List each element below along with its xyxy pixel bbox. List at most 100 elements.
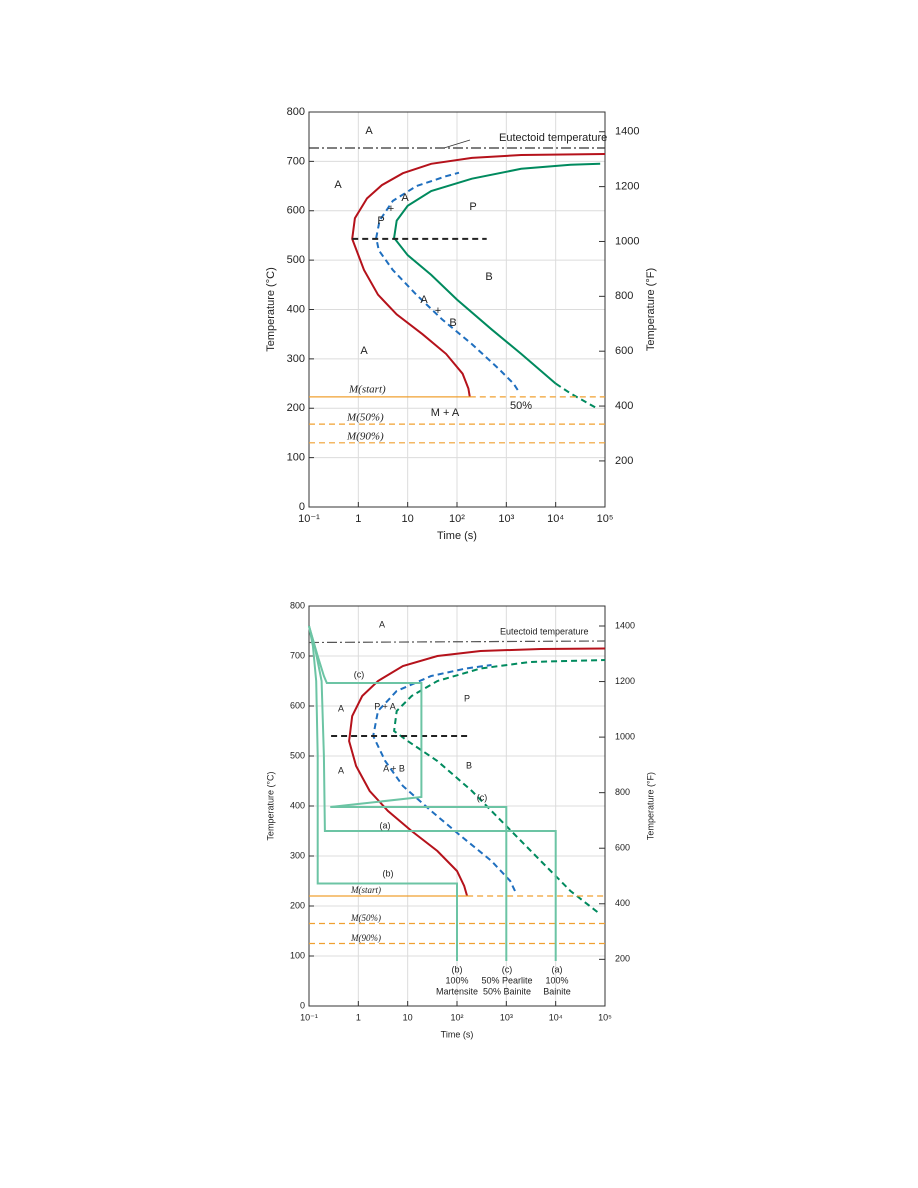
annotation: M(90%): [350, 933, 381, 943]
x-tick-label: 10⁻¹: [298, 513, 320, 525]
plot-frame: [308, 111, 606, 508]
annotation: P: [469, 201, 476, 213]
y-tick-label: 400: [287, 303, 305, 315]
curve: [308, 625, 508, 961]
x-axis-label: Time (s): [441, 1029, 474, 1039]
x-tick-label: 10⁴: [549, 1012, 563, 1022]
y2-tick-label: 600: [615, 843, 630, 853]
annotation: P: [464, 693, 470, 703]
y-tick-label: 700: [287, 155, 305, 167]
annotation: 100%: [445, 975, 468, 985]
annotation: 50%: [510, 400, 532, 412]
annotation: Eutectoid temperature: [500, 626, 589, 636]
annotation: B: [466, 760, 472, 770]
y2-tick-label: 1200: [615, 676, 635, 686]
x-tick-label: 10⁴: [547, 513, 564, 525]
y-tick-label: 300: [290, 850, 305, 860]
annotation-arrow: [443, 139, 471, 149]
y-tick-label: 300: [287, 353, 305, 365]
annotation: M(50%): [350, 913, 381, 923]
y2-tick-label: 200: [615, 954, 630, 964]
y-tick-label: 800: [290, 600, 305, 610]
y2-tick-label: 1200: [615, 181, 639, 193]
annotation: A: [365, 125, 373, 137]
annotation: (c): [354, 669, 365, 679]
chart-2: 10⁻¹ 1 10 10² 10³ 10⁴ 10⁵ 0 100 200 300 400 500 600 70…: [265, 600, 655, 1039]
annotation: M(start): [348, 384, 386, 396]
annotation: A: [338, 703, 344, 713]
curve: [555, 382, 596, 409]
annotation: (a): [552, 964, 563, 974]
y2-tick-label: 1400: [615, 620, 635, 630]
chart-1: 10⁻¹ 1 10 10² 10³ 10⁴ 10⁵ 0 100 200 300 400 500 600 70…: [265, 106, 657, 542]
curve: [372, 664, 516, 892]
y2-tick-label: 1000: [615, 235, 639, 247]
y2-tick-label: 800: [615, 290, 633, 302]
curve: [308, 625, 458, 961]
x-tick-label: 10⁵: [598, 1012, 612, 1022]
annotation: B: [485, 271, 492, 283]
y2-axis-label: Temperature (°F): [645, 268, 657, 351]
x-tick-label: 10³: [500, 1012, 513, 1022]
annotation: Eutectoid temperature: [499, 132, 607, 144]
curve: [348, 647, 606, 897]
annotation: (a): [380, 820, 391, 830]
x-tick-label: 10⁻¹: [300, 1012, 318, 1022]
x-tick-label: 10: [402, 513, 414, 525]
y-tick-label: 200: [287, 402, 305, 414]
y-tick-label: 600: [290, 700, 305, 710]
y-tick-label: 500: [287, 254, 305, 266]
x-tick-label: 1: [356, 1012, 361, 1022]
annotation: B: [449, 317, 456, 329]
x-tick-label: 10²: [449, 513, 465, 525]
annotation: 100%: [545, 975, 568, 985]
annotation: P + A: [374, 701, 396, 711]
x-tick-label: 10³: [498, 513, 514, 525]
annotation: (b): [452, 964, 463, 974]
annotation: M(90%): [346, 431, 384, 443]
annotation: 50% Bainite: [483, 986, 531, 996]
y-tick-label: 700: [290, 650, 305, 660]
annotation: A: [338, 765, 344, 775]
annotation: A: [379, 619, 385, 629]
annotation: A: [360, 345, 368, 357]
y-tick-label: 0: [300, 1000, 305, 1010]
annotation: +: [388, 203, 394, 215]
y2-tick-label: 400: [615, 898, 630, 908]
y-tick-label: 100: [287, 452, 305, 464]
annotation: +: [435, 305, 441, 317]
annotation: Bainite: [543, 986, 571, 996]
y2-tick-label: 400: [615, 400, 633, 412]
y2-tick-label: 1400: [615, 126, 639, 138]
annotation: (c): [477, 792, 488, 802]
annotation: P: [377, 215, 384, 227]
annotation: A + B: [383, 763, 405, 773]
y-tick-label: 200: [290, 900, 305, 910]
plot-frame: [308, 605, 606, 1007]
y2-tick-label: 1000: [615, 731, 635, 741]
x-tick-label: 1: [355, 513, 361, 525]
y-tick-label: 0: [299, 501, 305, 513]
curve: [351, 153, 606, 398]
annotation: A: [420, 294, 428, 306]
curve: [393, 162, 601, 385]
annotation: M + A: [431, 407, 460, 419]
x-tick-label: 10²: [450, 1012, 463, 1022]
y-axis-label: Temperature (°C): [265, 267, 277, 351]
annotation: A: [401, 192, 409, 204]
y-tick-label: 100: [290, 950, 305, 960]
y-tick-label: 600: [287, 205, 305, 217]
y-tick-label: 500: [290, 750, 305, 760]
annotation: 50% Pearlite: [481, 975, 532, 985]
y-tick-label: 400: [290, 800, 305, 810]
annotation: M(50%): [346, 412, 384, 424]
annotation: (c): [502, 964, 513, 974]
y-axis-label: Temperature (°C): [265, 771, 275, 840]
y2-tick-label: 800: [615, 787, 630, 797]
x-tick-label: 10⁵: [597, 513, 614, 525]
annotation: M(start): [350, 885, 381, 895]
annotation: (b): [383, 868, 394, 878]
y2-axis-label: Temperature (°F): [645, 772, 655, 840]
y-tick-label: 800: [287, 106, 305, 118]
